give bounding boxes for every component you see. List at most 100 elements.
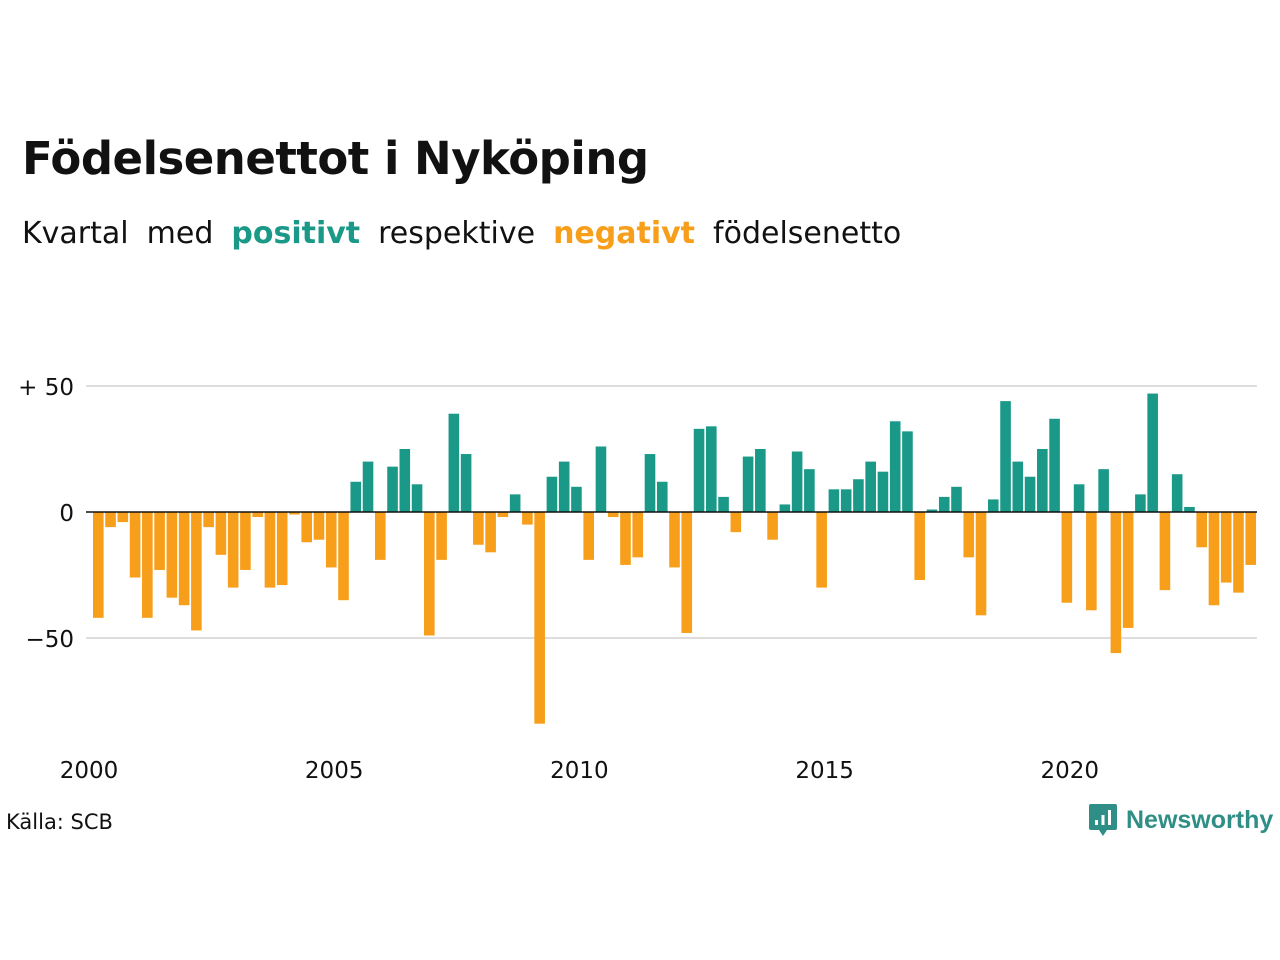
bar [1122,512,1134,628]
bar [1159,512,1171,591]
bar [975,512,987,616]
bar [644,454,656,512]
subtitle-word-med: med [146,216,214,251]
bar [938,496,950,512]
bar [840,489,852,512]
bar [424,512,435,636]
bar [755,449,766,512]
bar [779,504,791,512]
bar [681,512,693,633]
x-tick-label: 2015 [795,758,854,784]
bar [227,512,239,588]
bar [473,512,484,545]
bar [571,486,582,512]
bar [485,512,496,553]
bar [1220,512,1232,583]
bar [338,512,349,601]
bar [411,484,423,512]
bar [166,512,178,598]
bar [1037,449,1048,512]
bar [1196,512,1207,548]
bar [301,512,313,543]
bar [632,512,644,558]
bar [816,512,827,588]
y-tick-label: + 50 [18,375,74,401]
bar [191,512,202,631]
bar [669,512,680,568]
bar [1049,418,1060,512]
bar [350,481,362,512]
bar [902,431,913,512]
bar [374,512,386,560]
bar [1184,506,1195,512]
bar [963,512,975,558]
brand-logo: Newsworthy [1088,802,1273,838]
bar [129,512,141,578]
x-tick-label: 2000 [60,758,119,784]
bar [399,449,411,512]
bar [1000,401,1011,512]
bar [362,461,374,512]
chart-title: Födelsenettot i Nyköping [22,132,649,185]
bar [1245,512,1257,565]
bar [853,479,864,512]
bar [828,489,840,512]
bar [313,512,325,540]
bar [558,461,570,512]
bar [203,512,214,528]
bar [522,512,533,525]
subtitle-negative-word: negativt [553,216,696,251]
subtitle-positive-word: positivt [231,216,361,251]
bar [264,512,276,588]
bar [1147,393,1158,512]
subtitle-word-fodelsenetto: födelsenetto [713,216,902,251]
bar [509,494,521,512]
bar [583,512,594,560]
bar [534,512,545,724]
bar [742,456,754,512]
bar [1061,512,1073,603]
x-tick-label: 2020 [1041,758,1100,784]
bar [1086,512,1097,611]
bar [240,512,251,570]
bar [1233,512,1244,593]
x-tick-label: 2005 [305,758,364,784]
bar [607,512,619,518]
bar [914,512,926,581]
bar [951,486,962,512]
bar [1024,476,1036,512]
bar [497,512,509,518]
chart-subtitle: Kvartal med positivt respektive negativt föde… [22,216,919,251]
bar [804,469,815,512]
bar [987,499,999,512]
bar [276,512,288,586]
brand-name: Newsworthy [1126,805,1274,834]
bar [117,512,129,523]
bar [289,512,300,515]
bar [178,512,190,606]
bar [436,512,447,560]
bar [1073,484,1085,512]
bar [1135,494,1146,512]
bar [877,471,889,512]
y-tick-label: 0 [59,501,74,527]
bar [791,451,803,512]
bar [448,413,460,512]
bar [546,476,558,512]
bar [595,446,607,512]
bar [1110,512,1122,654]
bar [767,512,778,540]
source-note: Källa: SCB [6,810,113,834]
bar [387,466,398,512]
y-tick-label: −50 [25,627,74,653]
bar [215,512,227,555]
bar [93,512,104,618]
bar-chart: + 50 0 −50 2000 2005 2010 2015 2020 [18,375,1257,784]
x-tick-label: 2010 [550,758,609,784]
bar [865,461,876,512]
bar [620,512,631,565]
bar [730,512,742,533]
bar [889,421,901,512]
bar [1208,512,1220,606]
bar [105,512,116,528]
